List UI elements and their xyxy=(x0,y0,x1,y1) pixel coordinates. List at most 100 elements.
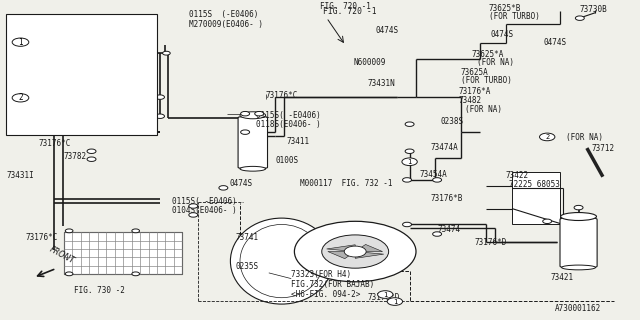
Text: M270009(E0406- ): M270009(E0406- ) xyxy=(189,20,263,29)
Text: 73431N: 73431N xyxy=(367,79,395,88)
Text: 73422: 73422 xyxy=(506,171,529,180)
Circle shape xyxy=(402,158,417,165)
Text: 0115S( -E0406): 0115S( -E0406) xyxy=(172,197,236,206)
Text: 2: 2 xyxy=(18,93,23,102)
Text: 73176*D: 73176*D xyxy=(367,293,400,302)
Text: 73454A: 73454A xyxy=(419,170,447,179)
FancyBboxPatch shape xyxy=(560,218,597,268)
Text: W230044(0405- ): W230044(0405- ) xyxy=(33,107,100,114)
Circle shape xyxy=(12,38,29,46)
Circle shape xyxy=(241,130,250,134)
Bar xyxy=(6,14,157,135)
Circle shape xyxy=(87,149,96,154)
Circle shape xyxy=(132,272,140,276)
Text: 0104S(E0406- ): 0104S(E0406- ) xyxy=(172,206,236,215)
Circle shape xyxy=(344,246,366,257)
Text: (FOR NA): (FOR NA) xyxy=(566,133,603,142)
Polygon shape xyxy=(355,244,383,252)
Text: 1: 1 xyxy=(408,159,412,165)
Ellipse shape xyxy=(562,265,596,270)
Ellipse shape xyxy=(240,225,323,298)
Circle shape xyxy=(433,178,442,182)
Text: 73176*C: 73176*C xyxy=(266,91,298,100)
Text: 73474: 73474 xyxy=(437,225,460,234)
Circle shape xyxy=(189,204,198,208)
Circle shape xyxy=(575,16,584,20)
Text: 0118S(E0406- ): 0118S(E0406- ) xyxy=(256,120,321,129)
Text: FIG. 720 -1: FIG. 720 -1 xyxy=(320,2,371,11)
Circle shape xyxy=(189,213,198,217)
Bar xyxy=(512,172,560,225)
Text: N600009: N600009 xyxy=(353,58,386,67)
Text: (FOR NA): (FOR NA) xyxy=(477,58,514,67)
Text: 73482: 73482 xyxy=(459,96,482,105)
Text: 73431I: 73431I xyxy=(6,171,34,180)
Polygon shape xyxy=(355,252,384,258)
Polygon shape xyxy=(328,252,355,259)
Text: 0474S: 0474S xyxy=(544,38,567,47)
Text: 1: 1 xyxy=(393,299,397,305)
Text: 0115S( -E0406): 0115S( -E0406) xyxy=(256,111,321,120)
Text: 73176*B: 73176*B xyxy=(430,194,463,203)
Text: 0113S  ( -E0406): 0113S ( -E0406) xyxy=(33,27,105,34)
Text: M270007(E0406- ): M270007(E0406- ) xyxy=(33,43,105,49)
Text: FIG. 720 -1: FIG. 720 -1 xyxy=(323,7,377,16)
Text: 73176*D: 73176*D xyxy=(475,238,508,247)
Text: (FOR TURBO): (FOR TURBO) xyxy=(461,76,511,85)
Text: W230011(0308-0405): W230011(0308-0405) xyxy=(33,89,115,95)
Circle shape xyxy=(403,222,412,227)
Text: 73176*C: 73176*C xyxy=(38,139,71,148)
Circle shape xyxy=(132,229,140,233)
Circle shape xyxy=(540,133,555,141)
Circle shape xyxy=(574,205,583,210)
Circle shape xyxy=(405,149,414,154)
Circle shape xyxy=(255,111,264,116)
Text: 73323(FOR H4): 73323(FOR H4) xyxy=(291,270,351,279)
Circle shape xyxy=(378,291,393,298)
Text: 0474S: 0474S xyxy=(376,26,399,35)
Text: 1: 1 xyxy=(383,292,387,298)
Text: 73712: 73712 xyxy=(591,144,614,153)
Text: 73625*B: 73625*B xyxy=(489,4,522,13)
Text: 73176*C: 73176*C xyxy=(26,233,58,242)
Circle shape xyxy=(163,51,170,55)
Text: 0235S: 0235S xyxy=(236,262,259,271)
Text: 1: 1 xyxy=(18,38,23,47)
Text: 0100S: 0100S xyxy=(275,156,298,164)
Text: (FOR TURBO): (FOR TURBO) xyxy=(489,12,540,21)
Polygon shape xyxy=(326,245,355,252)
Text: M000117  FIG. 732 -1: M000117 FIG. 732 -1 xyxy=(300,179,392,188)
Circle shape xyxy=(156,95,164,99)
Text: FRONT: FRONT xyxy=(48,245,76,266)
Circle shape xyxy=(433,232,442,236)
Text: 0115S  (-E0406): 0115S (-E0406) xyxy=(189,10,258,19)
Circle shape xyxy=(294,221,416,282)
Text: 73730B: 73730B xyxy=(580,5,607,14)
Circle shape xyxy=(156,114,164,118)
Text: 73474A: 73474A xyxy=(430,143,458,152)
Ellipse shape xyxy=(240,166,266,171)
Text: 0238S: 0238S xyxy=(440,117,463,126)
Circle shape xyxy=(12,94,29,102)
Text: 73625*A: 73625*A xyxy=(471,50,504,59)
Ellipse shape xyxy=(561,212,596,220)
Text: 2: 2 xyxy=(545,134,549,140)
FancyBboxPatch shape xyxy=(238,117,268,168)
Bar xyxy=(307,236,367,267)
Circle shape xyxy=(219,186,228,190)
Text: 73625A: 73625A xyxy=(461,68,488,77)
Circle shape xyxy=(403,178,412,182)
Text: 73421: 73421 xyxy=(550,273,573,283)
Text: (FOR NA): (FOR NA) xyxy=(465,105,502,114)
Text: 0474S: 0474S xyxy=(229,179,252,188)
Text: 0474S: 0474S xyxy=(490,30,513,39)
Text: 73176*A: 73176*A xyxy=(459,87,492,96)
Circle shape xyxy=(241,111,250,116)
Text: 73411: 73411 xyxy=(286,138,309,147)
Circle shape xyxy=(322,235,388,268)
Text: <H6-FIG. 094-2>: <H6-FIG. 094-2> xyxy=(291,290,360,299)
Text: W23001K -0307): W23001K -0307) xyxy=(33,73,96,80)
Text: FIG.732(FOR BAJAB): FIG.732(FOR BAJAB) xyxy=(291,280,374,289)
Text: 73782: 73782 xyxy=(64,152,87,161)
Bar xyxy=(64,232,182,274)
